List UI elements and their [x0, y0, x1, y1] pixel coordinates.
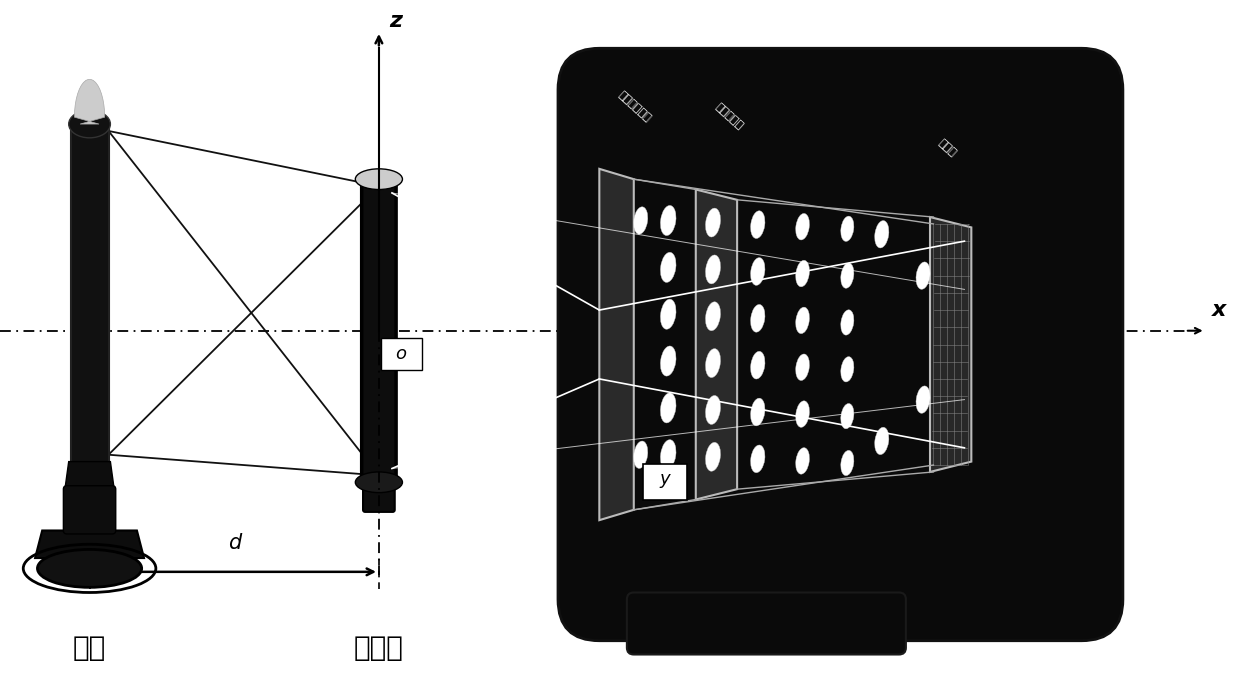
Ellipse shape [661, 346, 676, 376]
Ellipse shape [661, 299, 676, 329]
Ellipse shape [706, 442, 720, 471]
Ellipse shape [356, 472, 403, 493]
Text: 主透饕成像面: 主透饕成像面 [616, 90, 652, 124]
Ellipse shape [750, 211, 765, 238]
Ellipse shape [661, 393, 676, 423]
Ellipse shape [796, 307, 810, 333]
FancyBboxPatch shape [381, 338, 422, 370]
Polygon shape [696, 189, 737, 500]
FancyBboxPatch shape [362, 175, 396, 486]
Text: d: d [228, 533, 241, 553]
Ellipse shape [750, 398, 765, 426]
FancyBboxPatch shape [363, 480, 394, 512]
Ellipse shape [796, 401, 810, 427]
Ellipse shape [661, 252, 676, 282]
Ellipse shape [706, 395, 720, 424]
Text: y: y [660, 470, 670, 488]
Ellipse shape [841, 357, 854, 382]
Ellipse shape [796, 448, 810, 474]
Ellipse shape [750, 445, 765, 473]
FancyBboxPatch shape [627, 593, 906, 655]
Polygon shape [35, 531, 144, 558]
Ellipse shape [841, 451, 854, 475]
Text: 主透饕: 主透饕 [353, 634, 404, 661]
Ellipse shape [37, 549, 141, 587]
Text: z: z [389, 11, 403, 31]
Polygon shape [71, 124, 109, 462]
Polygon shape [74, 79, 104, 124]
Ellipse shape [841, 310, 854, 335]
Polygon shape [64, 462, 114, 489]
Ellipse shape [706, 208, 720, 237]
Ellipse shape [874, 427, 889, 455]
Ellipse shape [356, 169, 403, 189]
Text: 成像层: 成像层 [937, 138, 959, 158]
Ellipse shape [750, 258, 765, 285]
Polygon shape [599, 169, 634, 520]
Ellipse shape [661, 440, 676, 470]
Ellipse shape [750, 305, 765, 332]
Ellipse shape [841, 263, 854, 288]
Ellipse shape [706, 349, 720, 378]
Polygon shape [930, 217, 971, 472]
Ellipse shape [750, 351, 765, 379]
Ellipse shape [796, 260, 810, 287]
Ellipse shape [916, 386, 930, 413]
Ellipse shape [634, 441, 647, 469]
Ellipse shape [706, 255, 720, 284]
Ellipse shape [634, 207, 647, 234]
Text: 微透饕阵列: 微透饕阵列 [713, 101, 744, 131]
Text: o: o [396, 345, 407, 363]
Ellipse shape [841, 404, 854, 429]
FancyBboxPatch shape [558, 48, 1123, 641]
Ellipse shape [68, 110, 110, 138]
Ellipse shape [916, 262, 930, 289]
Text: 火焰: 火焰 [73, 634, 107, 661]
Ellipse shape [841, 216, 854, 241]
Ellipse shape [796, 214, 810, 240]
Ellipse shape [874, 220, 889, 248]
FancyBboxPatch shape [642, 464, 687, 500]
Text: x: x [1213, 300, 1226, 320]
FancyBboxPatch shape [63, 486, 115, 534]
Ellipse shape [661, 205, 676, 236]
Ellipse shape [796, 354, 810, 380]
Ellipse shape [706, 302, 720, 331]
